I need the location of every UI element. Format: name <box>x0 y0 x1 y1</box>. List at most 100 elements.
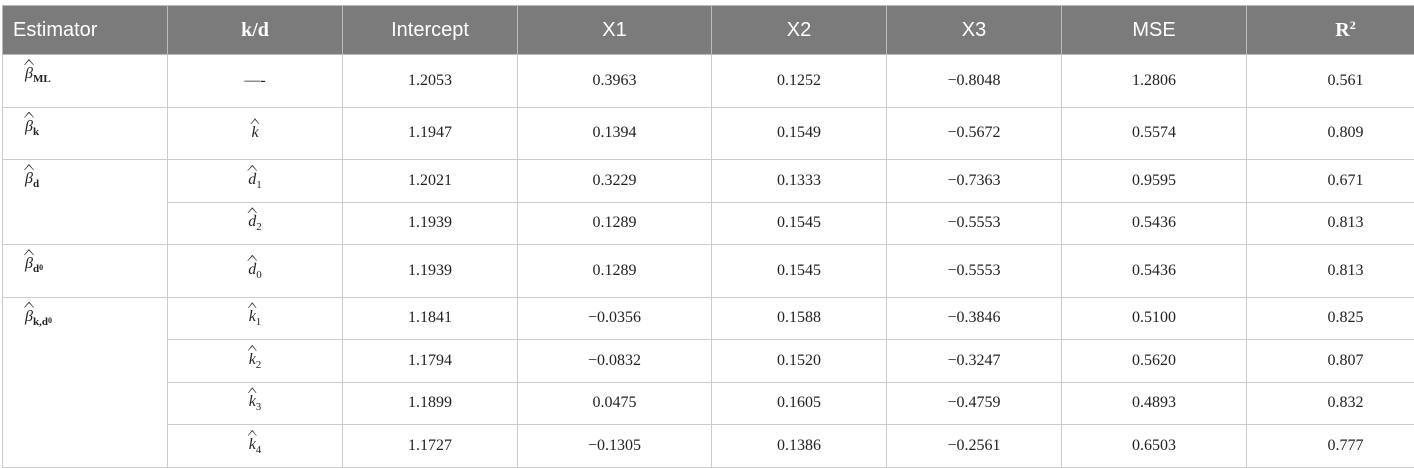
value-cell: 0.1520 <box>712 340 887 383</box>
value-cell: 1.1841 <box>343 297 518 340</box>
value-cell: 0.1549 <box>712 107 887 160</box>
cell-text: Estimator <box>13 19 97 41</box>
cell-text: −0.0832 <box>588 352 641 369</box>
cell-text: −0.3846 <box>947 309 1000 326</box>
header-cell: Estimator <box>3 6 168 55</box>
value-cell: −0.5672 <box>887 107 1062 160</box>
hat-symbol: d <box>248 171 256 189</box>
hat-symbol: β <box>25 65 33 83</box>
value-cell: 0.5436 <box>1062 202 1247 245</box>
value-cell: 0.1545 <box>712 202 887 245</box>
cell-text: −0.0356 <box>588 309 641 326</box>
hat-symbol: k <box>249 436 256 454</box>
symbol-base: k <box>249 436 256 453</box>
value-cell: 0.1588 <box>712 297 887 340</box>
symbol-base: β <box>25 65 33 82</box>
cell-text: −0.2561 <box>947 437 1000 454</box>
cell-text: −0.5672 <box>947 124 1000 141</box>
value-cell: 0.813 <box>1247 202 1414 245</box>
value-cell: 0.5436 <box>1062 245 1247 298</box>
cell-text: 0.6503 <box>1132 437 1176 454</box>
value-cell: −0.3846 <box>887 297 1062 340</box>
cell-text: 0.813 <box>1328 214 1364 231</box>
value-cell: 0.5100 <box>1062 297 1247 340</box>
cell-text: 1.1939 <box>408 262 452 279</box>
cell-text: 1.1939 <box>408 214 452 231</box>
header-cell: X1 <box>518 6 712 55</box>
value-cell: 0.3229 <box>518 160 712 203</box>
value-cell: 0.561 <box>1247 55 1414 108</box>
cell-text: X3 <box>962 19 986 41</box>
header-cell: X2 <box>712 6 887 55</box>
value-cell: 1.1939 <box>343 245 518 298</box>
cell-text: 1.1947 <box>408 124 452 141</box>
kd-cell: d0 <box>168 245 343 298</box>
cell-text: 0.671 <box>1328 172 1364 189</box>
cell-text: 0.5574 <box>1132 124 1176 141</box>
value-cell: −0.2561 <box>887 425 1062 468</box>
value-cell: −0.0832 <box>518 340 712 383</box>
symbol-base: R <box>1335 19 1349 41</box>
symbol-base: β <box>25 308 33 325</box>
value-cell: −0.8048 <box>887 55 1062 108</box>
cell-text: −0.1305 <box>588 437 641 454</box>
symbol-subscript: 1 <box>256 179 262 191</box>
cell-text: 0.1386 <box>777 437 821 454</box>
estimator-cell: βML <box>3 55 168 108</box>
symbol-base: k <box>249 351 256 368</box>
cell-text: 1.2053 <box>408 72 452 89</box>
hat-symbol: β <box>25 308 33 326</box>
cell-text: 0.5100 <box>1132 309 1176 326</box>
cell-text: −0.7363 <box>947 172 1000 189</box>
kd-cell: —- <box>168 55 343 108</box>
cell-text: Intercept <box>391 19 469 41</box>
value-cell: 1.2053 <box>343 55 518 108</box>
symbol-base: d <box>248 171 256 188</box>
value-cell: −0.1305 <box>518 425 712 468</box>
value-cell: −0.5553 <box>887 245 1062 298</box>
value-cell: 0.671 <box>1247 160 1414 203</box>
value-cell: 0.5574 <box>1062 107 1247 160</box>
value-cell: 0.1289 <box>518 245 712 298</box>
hat-symbol: k <box>251 124 258 142</box>
cell-text: −0.8048 <box>947 72 1000 89</box>
value-cell: 0.1394 <box>518 107 712 160</box>
kd-cell: d1 <box>168 160 343 203</box>
cell-text: −0.3247 <box>947 352 1000 369</box>
value-cell: −0.4759 <box>887 382 1062 425</box>
value-cell: 0.777 <box>1247 425 1414 468</box>
value-cell: 0.825 <box>1247 297 1414 340</box>
value-cell: 0.0475 <box>518 382 712 425</box>
cell-text: 1.1727 <box>408 437 452 454</box>
estimator-cell: βk,d0 <box>3 297 168 467</box>
hat-symbol: k <box>249 393 256 411</box>
cell-text: 0.1549 <box>777 124 821 141</box>
value-cell: −0.7363 <box>887 160 1062 203</box>
hat-symbol: k <box>249 351 256 369</box>
cell-text: MSE <box>1132 19 1175 41</box>
value-cell: 1.1947 <box>343 107 518 160</box>
value-cell: −0.0356 <box>518 297 712 340</box>
cell-text: 0.0475 <box>593 394 637 411</box>
cell-text: 0.809 <box>1328 124 1364 141</box>
cell-text: 0.1605 <box>777 394 821 411</box>
value-cell: 0.1605 <box>712 382 887 425</box>
header-cell: R2 <box>1247 6 1414 55</box>
symbol-subscript: k,d <box>33 316 48 328</box>
cell-text: −0.5553 <box>947 214 1000 231</box>
value-cell: 1.1899 <box>343 382 518 425</box>
symbol-subscript2: 0 <box>39 263 43 272</box>
symbol-base: k <box>249 393 256 410</box>
symbol-subscript2: 0 <box>48 316 52 325</box>
cell-text: −0.5553 <box>947 262 1000 279</box>
header-cell: MSE <box>1062 6 1247 55</box>
value-cell: 0.3963 <box>518 55 712 108</box>
estimator-cell: βd <box>3 160 168 245</box>
